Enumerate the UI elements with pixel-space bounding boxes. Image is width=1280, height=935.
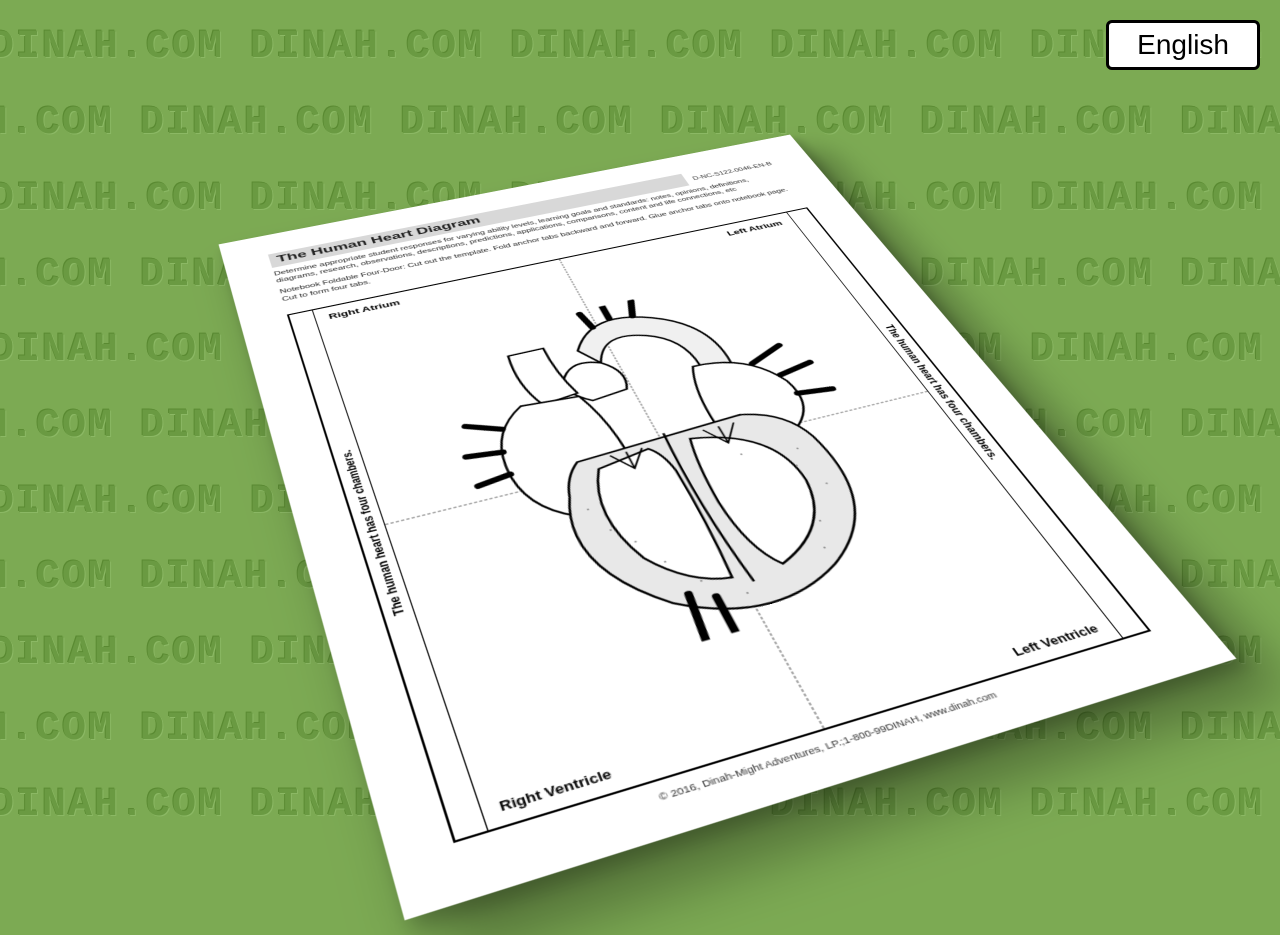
diagram-frame: The human heart has four chambers. Right… xyxy=(287,207,1151,843)
language-label: English xyxy=(1137,29,1229,60)
label-left-atrium: Left Atrium xyxy=(725,219,784,237)
scene: The Human Heart Diagram D-NC-S122-0046-E… xyxy=(0,0,1280,853)
label-right-atrium: Right Atrium xyxy=(327,298,401,320)
language-badge: English xyxy=(1106,20,1260,70)
label-left-ventricle: Left Ventricle xyxy=(1009,621,1101,658)
label-right-ventricle: Right Ventricle xyxy=(497,766,614,814)
worksheet-page: The Human Heart Diagram D-NC-S122-0046-E… xyxy=(219,135,1237,921)
